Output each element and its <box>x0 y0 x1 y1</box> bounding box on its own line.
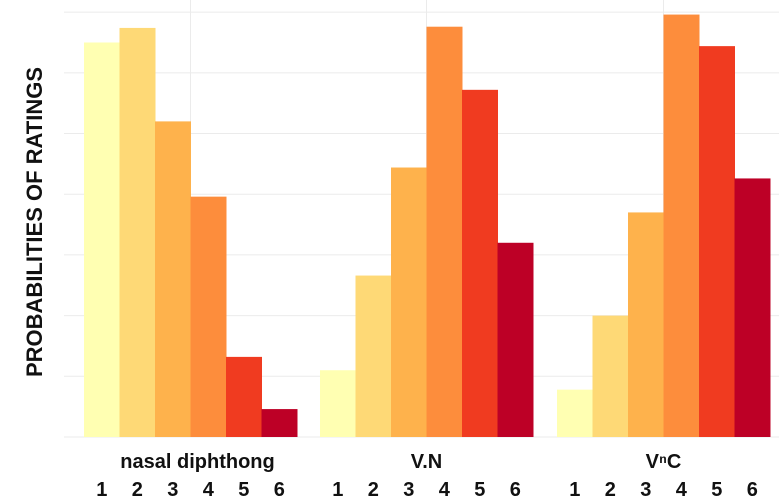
bar-2-1 <box>557 389 593 437</box>
tick-label: 2 <box>132 479 143 501</box>
bar-0-6 <box>261 409 298 437</box>
bar-1-1 <box>320 370 356 437</box>
bar-2-4 <box>663 14 700 437</box>
tick-labels: 1 2 3 4 5 6 1 2 3 4 5 6 1 2 3 4 5 6 <box>96 479 758 501</box>
tick-label: 5 <box>474 479 485 501</box>
group-label: nasal diphthong <box>120 451 274 473</box>
tick-label: 2 <box>605 479 616 501</box>
tick-label: 4 <box>203 479 215 501</box>
tick-label: 5 <box>711 479 722 501</box>
bar-2-6 <box>734 178 771 438</box>
bar-2-2 <box>592 315 629 437</box>
bar-1-3 <box>391 167 427 437</box>
tick-label: 4 <box>439 479 451 501</box>
tick-label: 6 <box>274 479 285 501</box>
tick-label: 1 <box>332 479 343 501</box>
tick-label: 2 <box>368 479 379 501</box>
bar-0-1 <box>84 42 120 437</box>
tick-label: 6 <box>510 479 521 501</box>
tick-label: 3 <box>640 479 651 501</box>
tick-label: 4 <box>676 479 688 501</box>
bar-0-4 <box>190 196 227 437</box>
y-axis-label: PROBABILITIES OF RATINGS <box>22 67 47 377</box>
tick-label: 1 <box>96 479 107 501</box>
tick-label: 5 <box>238 479 249 501</box>
group-label: VⁿC <box>646 451 682 473</box>
bar-0-5 <box>226 356 262 437</box>
bar-1-6 <box>497 242 534 437</box>
bar-2-5 <box>699 46 735 437</box>
tick-label: 1 <box>569 479 580 501</box>
tick-label: 6 <box>747 479 758 501</box>
bar-1-2 <box>355 275 392 437</box>
group-label: V.N <box>411 451 443 473</box>
tick-label: 3 <box>167 479 178 501</box>
group-labels: nasal diphthong V.N VⁿC <box>120 451 681 473</box>
bar-1-4 <box>426 26 463 437</box>
bar-0-2 <box>119 27 156 438</box>
bar-1-5 <box>462 89 498 438</box>
bars <box>84 14 771 438</box>
bar-0-3 <box>155 121 191 437</box>
tick-label: 3 <box>403 479 414 501</box>
bar-2-3 <box>628 212 664 437</box>
